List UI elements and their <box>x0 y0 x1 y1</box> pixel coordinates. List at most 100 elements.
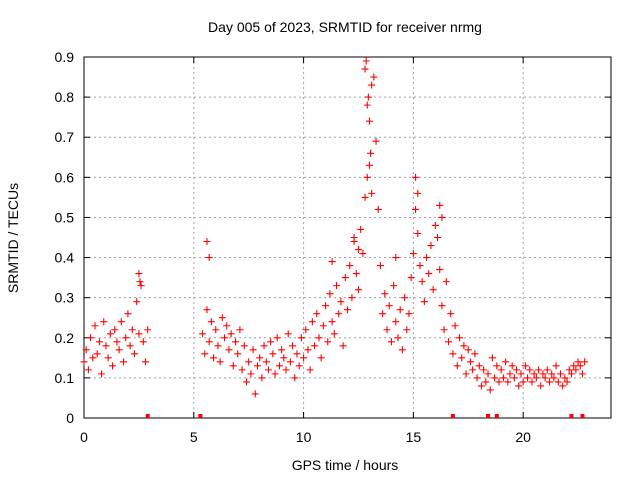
data-point <box>473 374 481 382</box>
data-point <box>122 334 130 342</box>
data-point <box>570 362 578 370</box>
data-point <box>271 370 279 378</box>
data-point <box>100 318 108 326</box>
data-point <box>139 338 147 346</box>
data-point <box>238 366 246 374</box>
data-point <box>326 290 334 298</box>
data-point <box>361 65 369 73</box>
gap-marker <box>198 414 203 418</box>
data-point <box>436 201 444 209</box>
y-tick-label: 0.4 <box>55 250 75 266</box>
data-point <box>359 250 367 258</box>
data-point <box>499 374 507 382</box>
data-point <box>537 382 545 390</box>
data-point <box>409 250 417 258</box>
y-tick-label: 0.9 <box>55 49 75 65</box>
data-point <box>565 366 573 374</box>
data-point <box>460 342 468 350</box>
data-point <box>379 310 387 318</box>
data-point <box>431 221 439 229</box>
gap-marker <box>569 414 574 418</box>
data-point <box>364 93 372 101</box>
data-point <box>284 330 292 338</box>
y-tick-label: 0.5 <box>55 209 75 225</box>
data-point <box>120 358 128 366</box>
data-point <box>455 334 463 342</box>
data-point <box>95 338 103 346</box>
data-point <box>365 161 373 169</box>
data-point <box>383 326 391 334</box>
data-point <box>328 318 336 326</box>
y-tick-label: 0.1 <box>55 370 75 386</box>
data-point <box>414 189 422 197</box>
data-point <box>315 334 323 342</box>
data-point <box>232 338 240 346</box>
gap-marker <box>450 414 455 418</box>
data-point <box>363 173 371 181</box>
data-point <box>398 346 406 354</box>
data-point <box>256 354 264 362</box>
data-point <box>205 254 213 262</box>
data-point <box>144 326 152 334</box>
data-point <box>488 354 496 362</box>
data-point <box>131 350 139 358</box>
data-point <box>451 322 459 330</box>
data-point <box>89 354 97 362</box>
data-point <box>357 225 365 233</box>
data-point <box>482 378 490 386</box>
data-point <box>253 362 261 370</box>
data-point <box>212 326 220 334</box>
data-point <box>464 346 472 354</box>
data-point <box>218 314 226 322</box>
data-point <box>115 346 123 354</box>
data-point <box>311 342 319 350</box>
data-point <box>453 362 461 370</box>
data-point <box>405 310 413 318</box>
data-point <box>286 358 294 366</box>
plot-frame <box>83 56 612 419</box>
data-point <box>291 374 299 382</box>
data-point <box>135 270 143 278</box>
data-point <box>559 382 567 390</box>
data-point <box>392 318 400 326</box>
data-point <box>546 378 554 386</box>
data-point <box>201 350 209 358</box>
data-point <box>550 374 558 382</box>
data-point <box>541 374 549 382</box>
data-point <box>242 378 250 386</box>
data-point <box>137 282 145 290</box>
data-point <box>447 310 455 318</box>
data-point <box>262 358 270 366</box>
gap-marker <box>494 414 499 418</box>
data-point <box>484 370 492 378</box>
data-point <box>372 137 380 145</box>
data-point <box>269 350 277 358</box>
chart-title: Day 005 of 2023, SRMTID for receiver nrm… <box>208 19 482 35</box>
data-point <box>109 362 117 370</box>
data-point <box>396 306 404 314</box>
data-point <box>466 358 474 366</box>
gap-markers <box>145 414 585 418</box>
data-point <box>339 342 347 350</box>
data-point <box>313 310 321 318</box>
data-point <box>442 278 450 286</box>
y-tick-label: 0.7 <box>55 129 75 145</box>
data-point <box>412 205 420 213</box>
data-point <box>392 254 400 262</box>
data-point <box>434 234 442 241</box>
data-point <box>370 73 378 81</box>
data-point <box>554 378 562 386</box>
data-point <box>282 366 290 374</box>
data-point <box>543 366 551 374</box>
data-point <box>87 334 95 342</box>
data-point <box>350 234 358 241</box>
data-point <box>306 366 314 374</box>
data-point <box>141 358 149 366</box>
data-point <box>82 346 90 354</box>
data-point <box>471 350 479 358</box>
data-point <box>429 286 437 294</box>
data-point <box>322 302 330 310</box>
data-point <box>521 362 529 370</box>
x-tick-label: 20 <box>515 429 531 445</box>
data-point <box>247 370 255 378</box>
